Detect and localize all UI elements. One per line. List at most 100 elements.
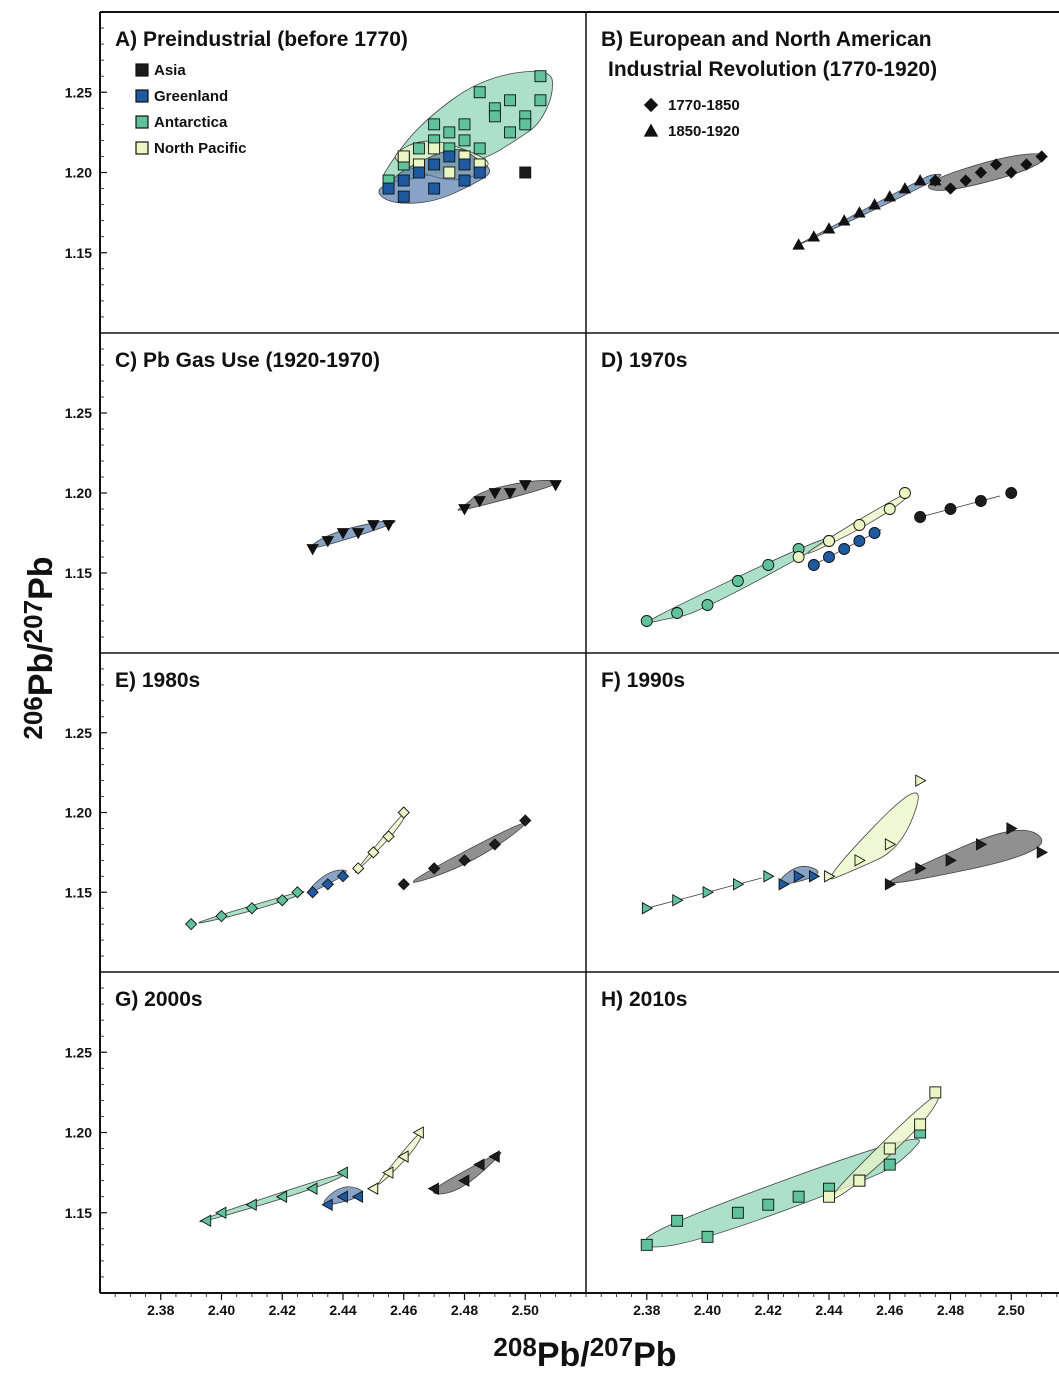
x-tick-label: 2.50 [512, 1302, 539, 1318]
data-point [731, 575, 744, 587]
data-point [291, 886, 304, 899]
data-point [792, 1190, 805, 1203]
data-point [976, 838, 988, 851]
panel-title: E) 1980s [115, 669, 200, 692]
data-point [837, 214, 851, 226]
data-point [914, 1118, 927, 1131]
data-point [199, 1214, 212, 1228]
y-tick-label: 1.15 [65, 884, 92, 900]
data-point [671, 1214, 684, 1227]
x-tick-label: 2.48 [451, 1302, 478, 1318]
data-point [913, 174, 927, 186]
data-point [1005, 487, 1018, 499]
panel-h: H) 2010s [601, 988, 942, 1251]
data-point [519, 814, 532, 827]
hull-greenland [310, 520, 396, 549]
data-point [275, 1190, 288, 1203]
data-point [428, 158, 441, 171]
data-point [702, 885, 714, 899]
legend-swatch-north-pacific [135, 141, 149, 155]
data-point [428, 182, 441, 195]
data-point [245, 902, 259, 915]
panel-title: H) 2010s [601, 988, 687, 1011]
panel-c: C) Pb Gas Use (1920-1970) [115, 349, 562, 556]
data-point [367, 846, 380, 859]
data-point [854, 854, 866, 867]
data-point [321, 536, 335, 548]
data-point [428, 118, 441, 131]
data-point [898, 182, 912, 194]
data-point [488, 1150, 500, 1163]
data-point [822, 222, 836, 234]
data-point [868, 198, 881, 210]
axis-ticks: 1.15 1.20 1.25 1.15 1.20 1.25 1.15 1.20 1.25 1.15… [65, 27, 1058, 1318]
panel-title: A) Preindustrial (before 1770) [115, 28, 408, 51]
data-point [473, 496, 486, 508]
data-point [458, 1174, 470, 1187]
data-point [793, 870, 806, 883]
legend-marker-triangle [643, 123, 659, 137]
data-point [959, 174, 972, 187]
data-point [883, 190, 897, 202]
legend-swatch-greenland [135, 89, 149, 103]
hull-north-pacific [354, 810, 408, 873]
x-tick-label: 2.40 [694, 1302, 721, 1318]
legend-swatch-asia [135, 63, 149, 77]
data-point [853, 519, 866, 531]
data-point [808, 870, 821, 883]
data-point [762, 559, 775, 571]
data-point [397, 174, 410, 187]
data-point [412, 1126, 424, 1139]
data-point [883, 1142, 896, 1155]
data-point [473, 142, 486, 155]
x-tick-label: 2.44 [329, 1302, 356, 1318]
panel-title-line2: Industrial Revolution (1770-1920) [608, 58, 937, 81]
data-point [945, 854, 957, 867]
data-point [397, 878, 410, 891]
data-point [306, 544, 319, 556]
legend-marker-diamond [643, 97, 659, 113]
y-tick-label: 1.15 [65, 245, 92, 261]
data-point [351, 528, 365, 540]
legend-label: 1850-1920 [668, 123, 740, 140]
data-point [549, 480, 562, 492]
data-point [215, 910, 228, 923]
data-point [640, 1238, 653, 1251]
data-point [778, 878, 790, 891]
data-point [534, 94, 547, 107]
data-point [884, 878, 897, 891]
hull-asia [918, 495, 1000, 518]
x-tick-label: 2.46 [876, 1302, 903, 1318]
x-tick-label: 2.48 [937, 1302, 964, 1318]
legend-label: Asia [154, 62, 186, 79]
data-point [336, 1190, 348, 1203]
data-point [853, 1174, 866, 1187]
data-point [488, 838, 502, 851]
data-point [245, 1198, 257, 1211]
panel-plot-area [184, 806, 532, 931]
data-point [518, 480, 532, 492]
hull-north-pacific [830, 792, 919, 880]
data-point [838, 543, 851, 555]
hull-asia [889, 829, 1043, 884]
panel-title: B) European and North American [601, 28, 932, 51]
data-point [944, 182, 957, 195]
data-point [458, 118, 471, 131]
data-point [473, 1158, 485, 1171]
data-point [671, 607, 684, 619]
panel-plot-area [640, 487, 1018, 627]
data-point [443, 166, 456, 179]
data-point [397, 190, 410, 203]
data-point [807, 230, 821, 242]
x-tick-label: 2.50 [998, 1302, 1025, 1318]
y-tick-label: 1.25 [65, 725, 92, 741]
data-point [397, 150, 410, 163]
data-point [883, 1158, 896, 1171]
data-point [382, 520, 395, 532]
x-tick-label: 2.38 [633, 1302, 660, 1318]
data-point [458, 174, 471, 187]
data-point [215, 1206, 227, 1220]
data-point [382, 182, 395, 195]
legend-label: North Pacific [154, 140, 247, 157]
panels-layer: A) Preindustrial (before 1770) Asia Greenl… [115, 28, 1049, 1251]
